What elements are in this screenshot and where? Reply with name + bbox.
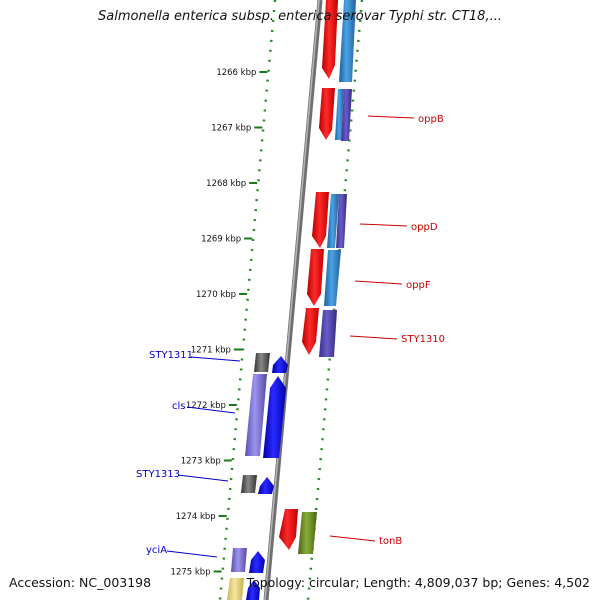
gene-block-gray <box>241 475 257 493</box>
gene-label-sty1311[interactable]: STY1311 <box>149 350 193 361</box>
topology-value: circular; <box>309 575 360 590</box>
ruler-label: 1271 kbp <box>191 346 231 356</box>
gene-arrow-red <box>322 0 338 79</box>
leader-line <box>349 335 398 340</box>
leader-line <box>359 223 408 227</box>
ruler-label: 1267 kbp <box>211 124 251 134</box>
ruler-label: 1266 kbp <box>216 68 256 78</box>
leader-line <box>367 115 415 119</box>
gene-label-oppb[interactable]: oppB <box>418 114 444 125</box>
gene-block-lightpurple <box>231 548 247 572</box>
gene-arrow-red <box>319 88 335 140</box>
gene-label-cls[interactable]: cls <box>172 401 186 412</box>
gene-arrow-blue <box>258 477 274 494</box>
gene-block-yellow <box>227 578 244 600</box>
ruler-label: 1273 kbp <box>181 457 221 467</box>
gene-arrow-blue <box>246 580 260 600</box>
gene-block-purple <box>341 89 352 141</box>
ruler-label: 1268 kbp <box>206 179 246 189</box>
gene-arrow-red <box>312 192 329 248</box>
accession-label: Accession: <box>9 575 76 590</box>
gene-block-cyan <box>327 194 339 248</box>
gene-arrow-red <box>279 509 298 550</box>
gene-label-tonb[interactable]: tonB <box>379 536 402 547</box>
backbone-highlight <box>264 0 320 600</box>
genes-value: 4,502 <box>554 575 590 590</box>
leader-line <box>354 280 403 285</box>
ruler-label: 1274 kbp <box>176 512 216 522</box>
map-title: Salmonella enterica subsp. enterica sero… <box>98 9 502 24</box>
gene-labels: oppB oppD oppF STY1310 tonB STY1311 cls … <box>136 114 445 558</box>
topology-label: Topology: <box>246 575 306 590</box>
ruler: 1266 kbp 1267 kbp 1268 kbp 1269 kbp 1270 kbp… <box>171 68 268 578</box>
gene-block-purple <box>319 310 337 357</box>
gene-label-oppd[interactable]: oppD <box>411 222 438 233</box>
ruler-label: 1272 kbp <box>186 401 226 411</box>
gene-arrow-red <box>307 249 324 306</box>
ruler-label: 1270 kbp <box>196 290 236 300</box>
gene-arrow-blue <box>263 376 286 458</box>
ruler-label: 1275 kbp <box>171 568 211 578</box>
leader-line <box>177 474 229 482</box>
length-label: Length: <box>363 575 411 590</box>
outer-ring-left <box>218 0 277 600</box>
length-value: 4,809,037 bp; <box>414 575 503 590</box>
gene-label-oppf[interactable]: oppF <box>406 280 431 291</box>
gene-block-olive <box>298 512 317 554</box>
leader-line <box>186 406 236 414</box>
gene-features <box>227 0 356 600</box>
leader-line <box>329 535 376 542</box>
gene-arrow-red <box>302 308 319 355</box>
leader-line <box>190 356 241 362</box>
gene-arrow-blue <box>249 551 265 573</box>
leader-line <box>166 550 218 558</box>
backbone <box>263 0 323 600</box>
gene-block-lightpurple <box>245 374 267 456</box>
ruler-label: 1269 kbp <box>201 235 241 245</box>
sequence-info: Topology: circular; Length: 4,809,037 bp… <box>247 575 590 590</box>
gene-block-cyan <box>339 0 356 82</box>
gene-block-cyan <box>324 250 341 306</box>
genes-label: Genes: <box>506 575 551 590</box>
gene-label-sty1310[interactable]: STY1310 <box>401 334 445 345</box>
gene-block-gray <box>254 353 270 372</box>
gene-label-sty1313[interactable]: STY1313 <box>136 469 180 480</box>
accession-value: NC_003198 <box>79 575 152 590</box>
gene-arrow-blue <box>272 356 288 373</box>
gene-block-purple <box>336 194 347 248</box>
gene-label-ycia[interactable]: yciA <box>146 545 167 556</box>
accession-info: Accession: NC_003198 <box>9 575 151 590</box>
gene-block-cyan <box>335 89 344 140</box>
